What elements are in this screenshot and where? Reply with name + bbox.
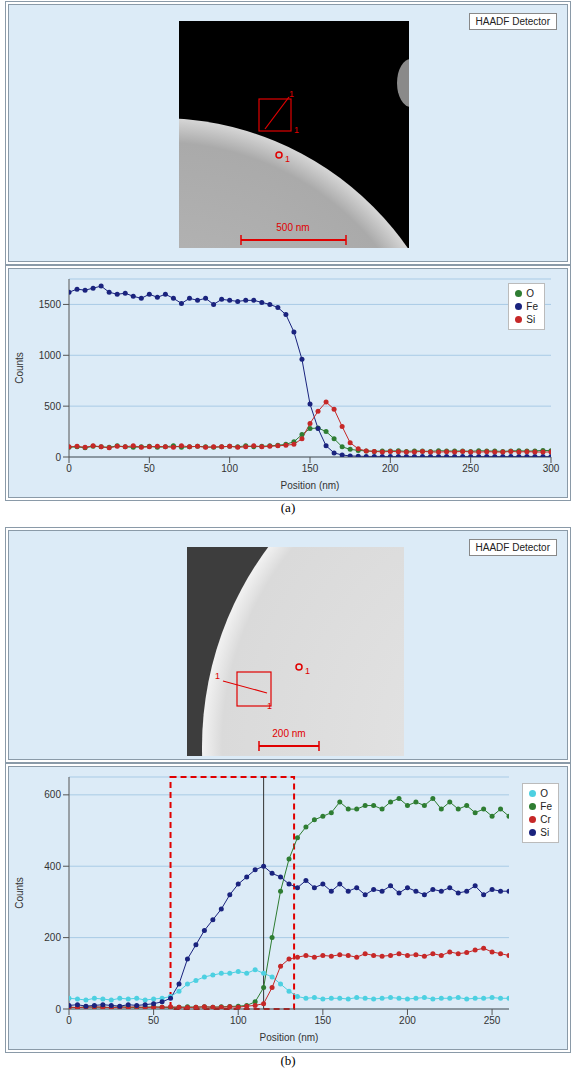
html-text:HAADF Detector: HAADF Detector: [475, 16, 550, 27]
svg-text:100: 100: [221, 463, 238, 474]
html-text:Fe: Fe: [540, 801, 552, 812]
svg-text:300: 300: [543, 463, 560, 474]
svg-text:Counts: Counts: [14, 877, 25, 909]
html-text:O: O: [526, 288, 535, 299]
svg-text:1: 1: [215, 671, 220, 681]
svg-text:1: 1: [305, 666, 310, 676]
html-text:O: O: [540, 788, 549, 799]
svg-text:150: 150: [315, 1015, 332, 1026]
svg-text:0: 0: [55, 1004, 61, 1015]
svg-text:50: 50: [148, 1015, 160, 1026]
svg-text:400: 400: [44, 861, 61, 872]
svg-text:250: 250: [462, 463, 479, 474]
svg-text:0: 0: [55, 452, 61, 463]
svg-text:200: 200: [44, 932, 61, 943]
svg-text:Counts: Counts: [14, 352, 25, 384]
html-text:Si: Si: [540, 827, 550, 838]
svg-text:600: 600: [44, 789, 61, 800]
html-text:(a): (a): [280, 500, 296, 515]
svg-text:1500: 1500: [39, 299, 62, 310]
svg-text:0: 0: [66, 463, 72, 474]
svg-text:Position (nm): Position (nm): [260, 1032, 319, 1043]
svg-text:500: 500: [44, 401, 61, 412]
svg-text:100: 100: [230, 1015, 247, 1026]
svg-text:1: 1: [267, 701, 272, 711]
html-text:Cr: Cr: [540, 814, 551, 825]
svg-text:1: 1: [294, 125, 299, 135]
svg-text:150: 150: [302, 463, 319, 474]
svg-text:Position (nm): Position (nm): [281, 480, 340, 491]
html-text:Fe: Fe: [526, 301, 538, 312]
svg-text:0: 0: [66, 1015, 72, 1026]
svg-text:1: 1: [285, 154, 290, 164]
svg-text:1000: 1000: [39, 350, 62, 361]
svg-text:250: 250: [484, 1015, 501, 1026]
svg-text:50: 50: [144, 463, 156, 474]
html-text:(b): (b): [280, 1053, 296, 1068]
svg-text:200 nm: 200 nm: [272, 728, 305, 739]
svg-text:1: 1: [289, 89, 294, 99]
svg-text:200: 200: [399, 1015, 416, 1026]
html-text:HAADF Detector: HAADF Detector: [475, 542, 550, 553]
svg-text:500 nm: 500 nm: [276, 222, 309, 233]
html-text:Si: Si: [526, 314, 536, 325]
svg-text:200: 200: [382, 463, 399, 474]
